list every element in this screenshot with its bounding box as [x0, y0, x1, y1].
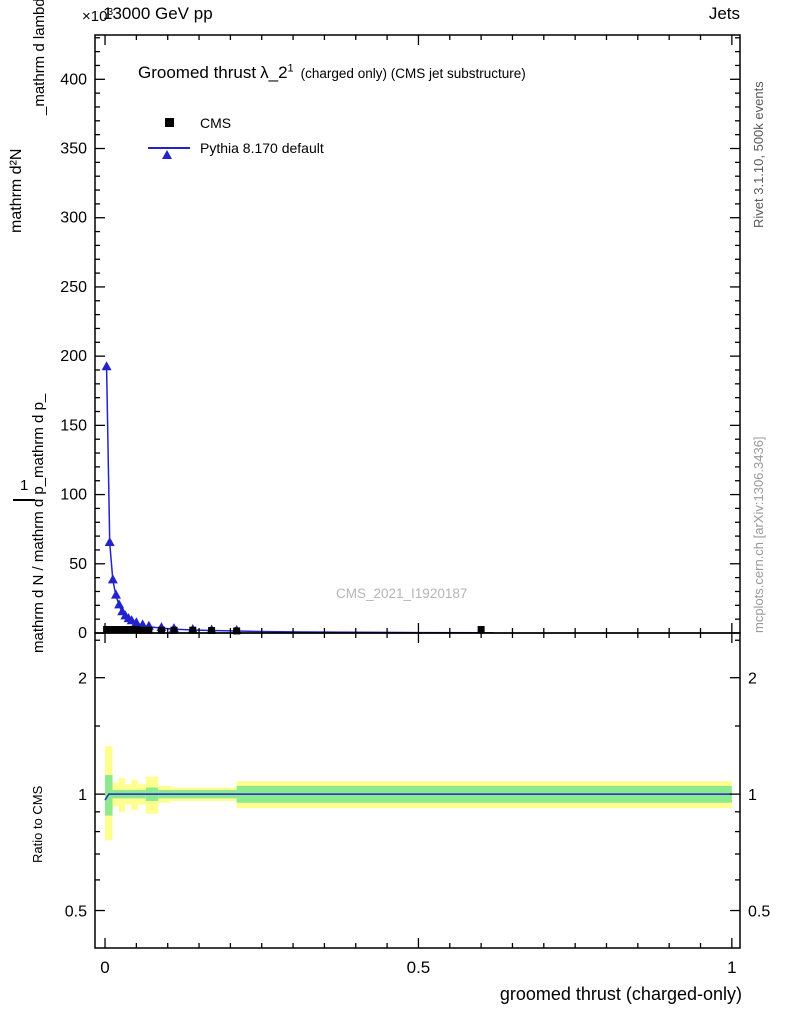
y-scale-prefix: ×10 [82, 8, 108, 25]
pythia-triangle-marker [101, 361, 112, 371]
y-scale-exp: 3 [107, 7, 114, 18]
y-tick-label: 300 [60, 210, 87, 227]
pythia-triangle-marker [114, 599, 125, 609]
cms-square-marker [145, 626, 153, 634]
title-observable: λ_2 [260, 63, 288, 82]
x-axis-label: groomed thrust (charged-only) [499, 984, 742, 1004]
ratio-panel-frame [94, 632, 741, 949]
cms-square-marker [157, 626, 165, 634]
cms-square-marker [208, 627, 216, 635]
ratio-y-tick-label-right: 0.5 [748, 904, 770, 921]
ratio-pythia-line [104, 793, 732, 801]
pythia-line-icon [146, 146, 192, 159]
rivet-version-note: Rivet 3.1.10, 500k events [751, 81, 766, 228]
cms-square-marker [170, 626, 178, 634]
title-sup: 1 [287, 62, 294, 75]
analysis-watermark: CMS_2021_I1920187 [336, 586, 468, 601]
fraction-bar [13, 499, 35, 501]
legend-item-pythia: Pythia 8.170 default [146, 135, 324, 160]
ratio-y-tick-label-right: 2 [748, 671, 757, 688]
y-tick-label: 50 [69, 556, 87, 573]
pythia-triangle-marker [131, 617, 142, 627]
y-tick-label: 150 [60, 417, 87, 434]
x-tick-label: 0.5 [407, 958, 431, 977]
title-main: Groomed thrust [138, 63, 257, 82]
cms-square-marker [189, 626, 197, 634]
y-axis-label-lambda: _mathrm d lambda [31, 0, 48, 115]
legend-label-pythia: Pythia 8.170 default [200, 139, 324, 156]
y-tick-label: 250 [60, 279, 87, 296]
y-scale-note: ×103 [82, 7, 114, 26]
pythia-triangle-marker [104, 537, 115, 547]
ratio-y-tick-label: 0.5 [65, 904, 87, 921]
x-tick-label: 0 [100, 958, 109, 977]
pythia-triangle-marker [110, 589, 121, 599]
cms-square-marker [233, 627, 241, 635]
pythia-triangle-marker [107, 574, 118, 584]
legend-line-icon [148, 146, 190, 149]
title-suffix: (charged only) (CMS jet substructure) [300, 66, 526, 81]
header-energy: 13000 GeV pp [103, 4, 213, 23]
y-tick-label: 350 [60, 141, 87, 158]
y-axis-label-denominator: mathrm d N / mathrm d p_mathrm d p_ [30, 393, 47, 653]
y-tick-label: 0 [78, 625, 87, 642]
cms-square-marker [128, 626, 136, 634]
ratio-ylabel: Ratio to CMS [30, 785, 45, 863]
y-axis-label-one: 1 [20, 477, 29, 494]
cms-square-marker [139, 626, 147, 634]
y-tick-label: 200 [60, 348, 87, 365]
legend-square-icon [164, 118, 174, 127]
y-tick-label: 400 [60, 71, 87, 88]
legend: CMS Pythia 8.170 default [146, 110, 324, 160]
mcplots-arxiv-note: mcplots.cern.ch [arXiv:1306.3436] [751, 436, 766, 633]
y-axis-label-d2n: mathrm d²N [8, 148, 25, 233]
legend-triangle-icon [162, 149, 172, 159]
header-analysis: Jets [708, 4, 740, 23]
ratio-y-tick-label: 1 [78, 787, 87, 804]
legend-label-cms: CMS [200, 114, 232, 131]
x-tick-label: 1 [727, 958, 736, 977]
ratio-y-tick-label-right: 1 [748, 787, 757, 804]
legend-item-cms: CMS [146, 110, 324, 135]
ratio-y-tick-label: 2 [78, 671, 87, 688]
cms-square-icon [146, 118, 192, 127]
plot-title: Groomed thrust λ_21 (charged only) (CMS je… [138, 63, 526, 83]
y-tick-label: 100 [60, 487, 87, 504]
pythia-triangle-marker [137, 619, 148, 629]
